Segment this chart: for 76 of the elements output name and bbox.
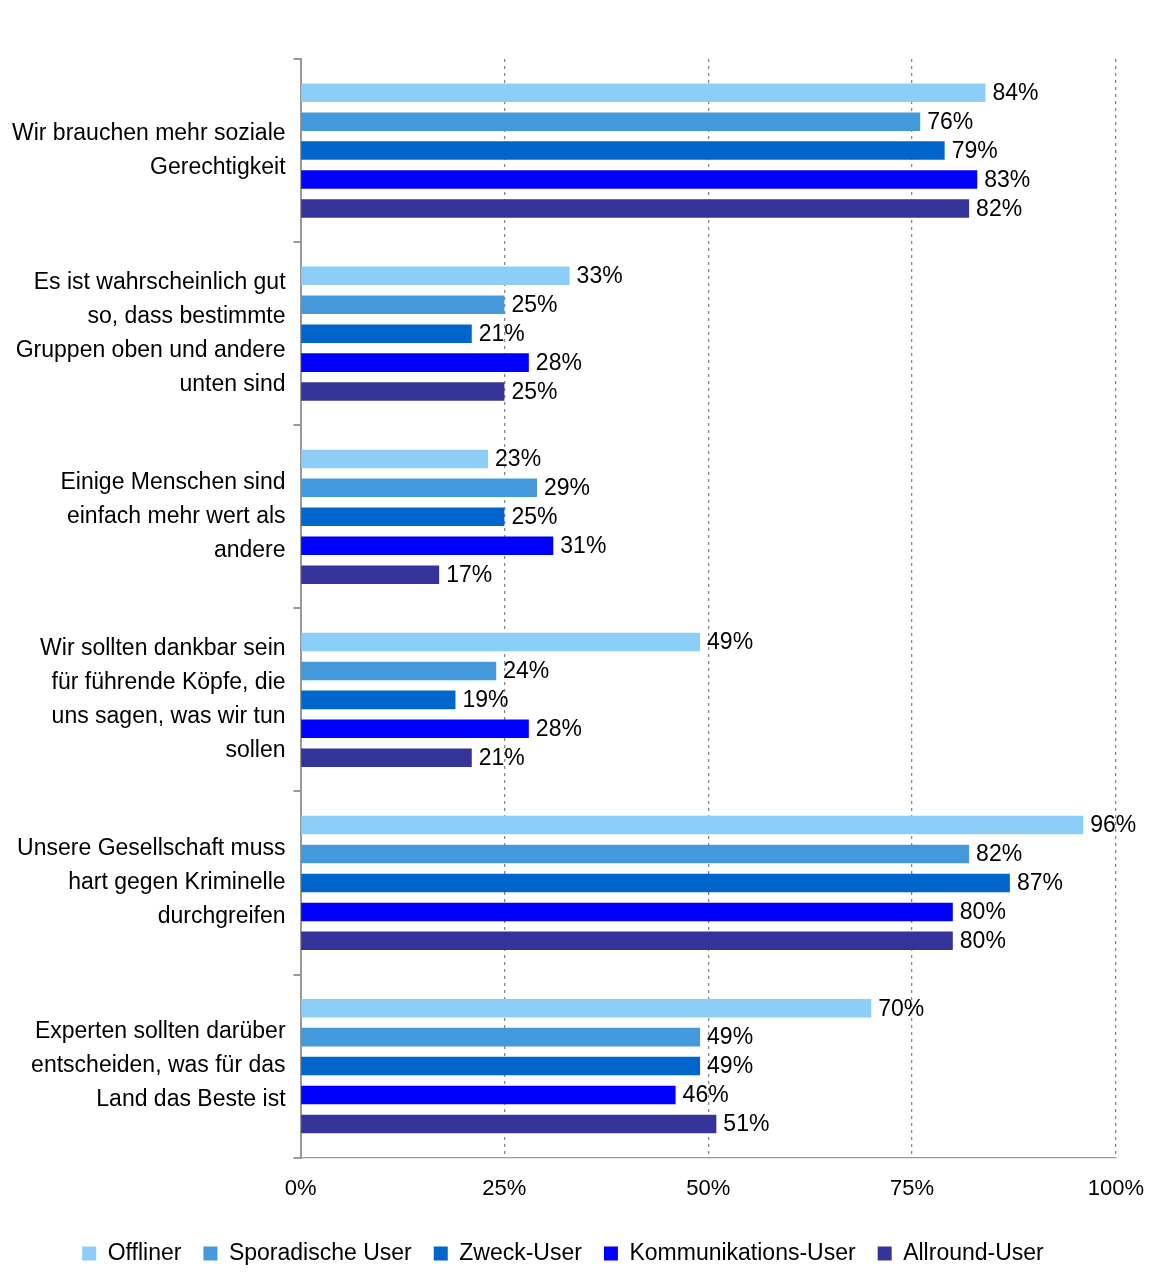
data-label: 21% (478, 320, 525, 347)
data-label: 29% (543, 474, 591, 501)
bar (301, 1056, 701, 1076)
data-label: 70% (878, 994, 925, 1021)
bar (301, 719, 529, 739)
data-label: 76% (927, 108, 974, 135)
data-label: 49% (707, 628, 754, 655)
bar (301, 748, 472, 767)
bar (301, 1027, 701, 1047)
data-label: 96% (1090, 811, 1137, 838)
data-label: 84% (992, 79, 1039, 106)
data-label: 51% (723, 1110, 770, 1137)
data-label: 21% (478, 744, 525, 771)
x-tick-label: 0% (284, 1174, 317, 1200)
y-tick-label: Wir brauchen mehr soziale Gerechtigkeit (11, 118, 287, 179)
legend-label: Sporadische User (228, 1238, 413, 1265)
data-label: 25% (511, 377, 558, 404)
bar (301, 536, 554, 555)
bar (301, 565, 440, 584)
data-label: 49% (707, 1023, 754, 1050)
bar (301, 83, 986, 103)
bar (301, 844, 970, 864)
data-label: 25% (511, 503, 558, 530)
data-label: 23% (495, 445, 542, 472)
y-tick-label: Einige Menschen sind einfach mehr wert als andere (60, 468, 286, 563)
data-label: 19% (462, 686, 509, 713)
y-tick-label: Experten sollten darüber entscheiden, was für das Land das Beste ist (31, 1017, 287, 1112)
legend-label: Zweck-User (459, 1238, 583, 1265)
data-label: 82% (976, 840, 1023, 867)
bar (301, 382, 505, 401)
y-tick-label: Unsere Gesellschaft muss hart gegen Kriminelle durchgreifen (17, 834, 286, 929)
bar (301, 1085, 676, 1105)
data-label: 28% (535, 715, 582, 742)
legend-label: Allround-User (903, 1238, 1045, 1265)
data-label: 87% (1016, 869, 1063, 896)
data-label: 80% (959, 927, 1006, 954)
bar (301, 266, 570, 286)
x-tick-label: 50% (686, 1174, 731, 1200)
bar (301, 170, 978, 189)
y-tick-label: Wir sollten dankbar sein für führende Köpfe, die uns sagen, was wir tun sollen (40, 634, 286, 763)
bar (301, 902, 953, 922)
data-label: 25% (511, 291, 558, 318)
bar (301, 295, 505, 315)
bar (301, 449, 489, 469)
data-label: 49% (707, 1052, 754, 1079)
bar (301, 1114, 717, 1134)
x-tick-label: 25% (482, 1174, 527, 1200)
bar (301, 141, 945, 160)
x-tick-label: 75% (890, 1174, 935, 1200)
data-label: 33% (576, 262, 623, 289)
data-label: 80% (959, 898, 1006, 925)
data-label: 79% (951, 136, 998, 163)
data-label: 83% (984, 165, 1031, 192)
data-label: 82% (976, 194, 1023, 221)
data-label: 24% (503, 657, 550, 684)
bar (301, 998, 872, 1018)
bar (301, 873, 1010, 893)
y-tick-label: Es ist wahrscheinlich gut so, dass bestimmte Gruppen oben und andere unten sind (15, 267, 287, 397)
bar (301, 690, 456, 710)
data-label: 31% (560, 532, 607, 559)
bar (301, 199, 970, 218)
data-label: 17% (446, 560, 493, 587)
bar (301, 324, 472, 343)
legend-label: Offliner (107, 1238, 182, 1265)
data-label: 28% (535, 348, 582, 375)
legend-label: Kommunikations-User (629, 1238, 857, 1265)
bar (301, 353, 529, 372)
bar (301, 632, 701, 652)
x-tick-label: 100% (1087, 1174, 1145, 1200)
bar (301, 507, 505, 527)
bar (301, 815, 1084, 835)
bar (301, 112, 921, 131)
bar (301, 931, 953, 951)
data-label: 46% (682, 1081, 729, 1108)
bar (301, 661, 497, 681)
bar (301, 478, 537, 498)
